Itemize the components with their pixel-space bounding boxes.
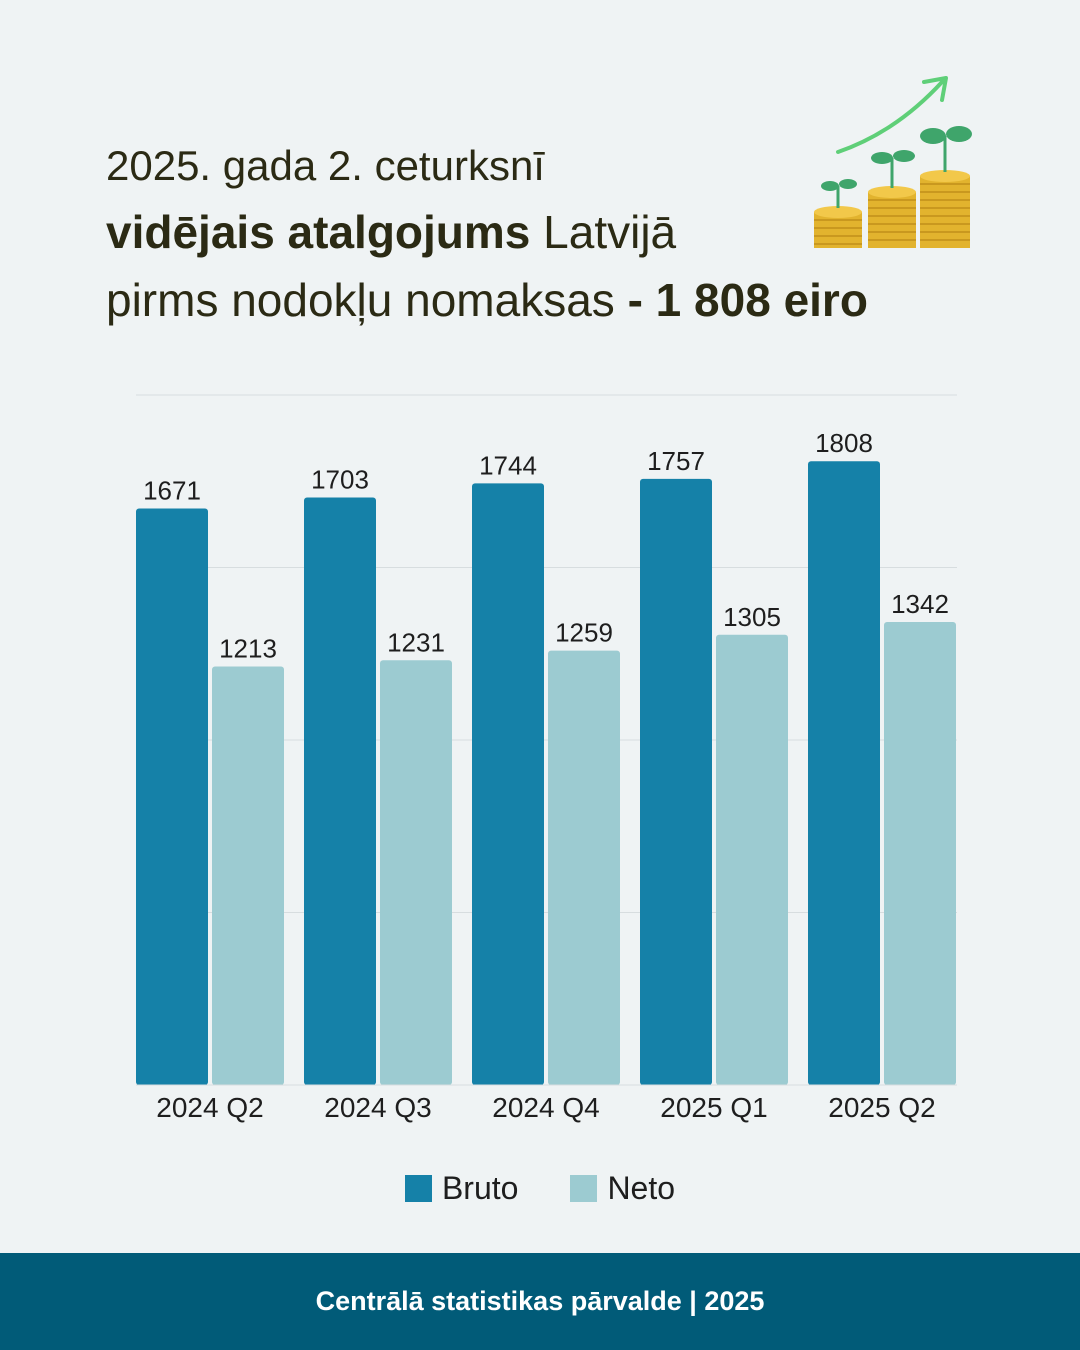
data-label-neto: 1231 xyxy=(387,627,445,657)
data-label-neto: 1305 xyxy=(723,602,781,632)
bar-neto xyxy=(212,666,284,1085)
headline-amount: - 1 808 eiro xyxy=(627,274,868,326)
data-label-neto: 1342 xyxy=(891,589,949,619)
data-label-bruto: 1671 xyxy=(143,476,201,506)
headline-bold-phrase: vidējais atalgojums xyxy=(106,206,531,258)
headline-line-3: pirms nodokļu nomaksas - 1 808 eiro xyxy=(106,268,868,332)
headline-line-2: vidējais atalgojums Latvijā xyxy=(106,200,826,264)
headline-before-tax: pirms nodokļu nomaksas xyxy=(106,274,628,326)
data-label-bruto: 1808 xyxy=(815,428,873,458)
legend-label-neto: Neto xyxy=(607,1170,676,1206)
legend-swatch-neto xyxy=(570,1175,598,1202)
headline-country: Latvijā xyxy=(530,206,677,258)
x-tick-label: 2024 Q4 xyxy=(492,1092,599,1123)
data-label-neto: 1259 xyxy=(555,618,613,648)
legend-label-bruto: Bruto xyxy=(441,1170,519,1206)
coin-stacks-growth-icon xyxy=(814,76,972,248)
headline: 2025. gada 2. ceturksnī vidējais atalgoj… xyxy=(106,138,868,332)
bar-bruto xyxy=(304,497,376,1086)
bar-neto xyxy=(884,622,956,1085)
data-label-bruto: 1703 xyxy=(311,464,369,494)
footer-text: Centrālā statistikas pārvalde | 2025 xyxy=(315,1286,765,1316)
bar-bruto xyxy=(472,483,544,1085)
bar-bruto xyxy=(136,508,208,1085)
salary-bar-chart: 1671 1213 2024 Q2 1703 1231 2024 Q3 1744 1259 20… xyxy=(136,394,957,1123)
bar-bruto xyxy=(808,461,880,1085)
legend-item-bruto: Bruto xyxy=(404,1170,519,1207)
legend-swatch-bruto xyxy=(404,1175,432,1202)
chart-legend: Bruto Neto xyxy=(0,1170,1080,1207)
legend-item-neto: Neto xyxy=(570,1170,675,1207)
data-label-bruto: 1744 xyxy=(479,450,537,480)
headline-line-1: 2025. gada 2. ceturksnī xyxy=(106,142,545,189)
data-label-bruto: 1757 xyxy=(647,446,705,476)
x-tick-label: 2025 Q1 xyxy=(660,1092,767,1123)
bar-neto xyxy=(380,660,452,1085)
footer-source: Centrālā statistikas pārvalde | 2025 xyxy=(0,1253,1080,1350)
x-tick-label: 2025 Q2 xyxy=(828,1092,935,1123)
bar-bruto xyxy=(640,478,712,1086)
x-tick-label: 2024 Q3 xyxy=(324,1092,431,1123)
bar-neto xyxy=(716,634,788,1085)
data-label-neto: 1213 xyxy=(219,634,277,664)
bar-neto xyxy=(548,650,620,1085)
x-tick-label: 2024 Q2 xyxy=(156,1092,263,1123)
